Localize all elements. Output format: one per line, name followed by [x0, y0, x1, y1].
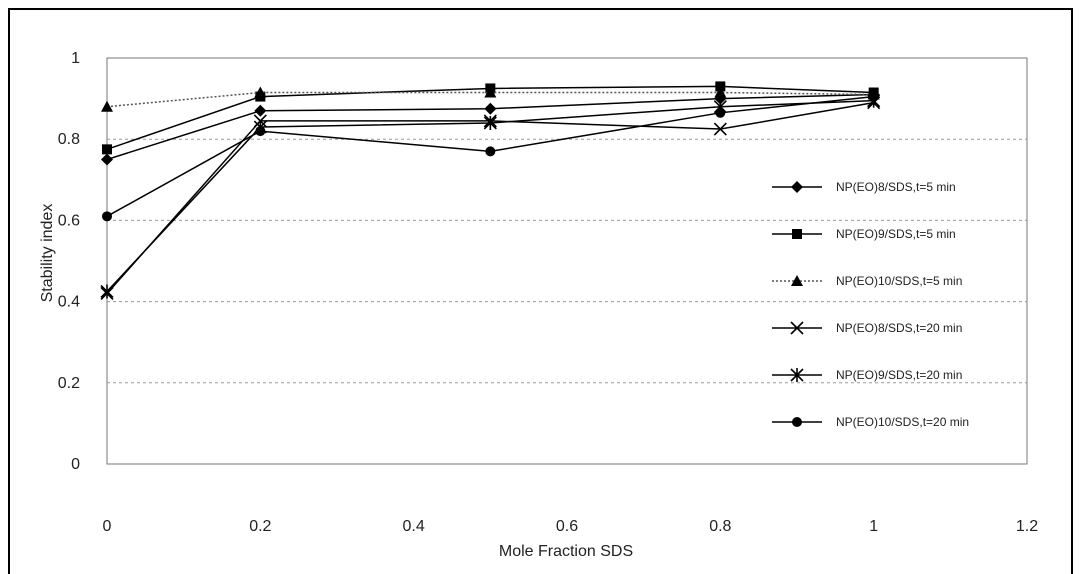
data-point-diamond: [101, 153, 113, 166]
series-line: [106, 91, 874, 108]
x-tick-label: 0.2: [249, 518, 271, 535]
data-point-square: [715, 81, 726, 92]
x-tick-label: 0.6: [556, 518, 578, 535]
data-point-triangle: [254, 86, 267, 98]
legend-item: NP(EO)8/SDS,t=20 min: [772, 321, 962, 335]
legend-marker-x: [790, 321, 804, 335]
legend-item: NP(EO)9/SDS,t=5 min: [772, 227, 956, 241]
outer-frame: [8, 8, 1073, 574]
data-point-star: [483, 115, 497, 130]
series-6: [102, 91, 879, 222]
data-point-diamond: [254, 104, 267, 117]
y-tick-label: 1: [71, 50, 80, 67]
data-point-square: [102, 144, 112, 155]
data-point-circle: [485, 146, 496, 157]
legend-marker-star: [790, 368, 804, 382]
y-tick-label: 0: [71, 456, 80, 473]
legend-label: NP(EO)8/SDS,t=20 min: [836, 321, 962, 335]
series-line: [106, 101, 874, 294]
x-tick-label: 0: [103, 518, 112, 535]
legend-item: NP(EO)10/SDS,t=20 min: [772, 415, 969, 429]
legend-marker-circle: [792, 417, 802, 427]
data-point-circle: [715, 107, 726, 118]
legend-marker-diamond: [791, 181, 803, 193]
tick-labels: 0 0.2 0.4 0.6 0.8 1 0 0.2 0.4 0.6 0.8 1 1.2: [58, 50, 1038, 535]
legend-label: NP(EO)10/SDS,t=20 min: [836, 415, 969, 429]
data-point-circle: [255, 126, 266, 137]
y-tick-label: 0.4: [58, 294, 80, 311]
data-point-x: [713, 122, 727, 136]
data-point-triangle: [484, 86, 497, 98]
data-point-circle: [868, 91, 879, 102]
series-group: [100, 81, 881, 301]
legend-item: NP(EO)9/SDS,t=20 min: [772, 368, 962, 382]
legend-label: NP(EO)9/SDS,t=5 min: [836, 227, 956, 241]
x-axis-title: Mole Fraction SDS: [499, 543, 633, 560]
data-point-triangle: [714, 86, 727, 98]
legend-label: NP(EO)8/SDS,t=5 min: [836, 180, 956, 194]
y-tick-label: 0.2: [58, 375, 80, 392]
x-tick-label: 0.4: [403, 518, 425, 535]
data-point-circle: [102, 211, 112, 222]
legend-marker-square: [792, 229, 802, 239]
legend-item: NP(EO)10/SDS,t=5 min: [772, 274, 962, 288]
y-tick-label: 0.6: [58, 212, 80, 229]
legend-label: NP(EO)9/SDS,t=20 min: [836, 368, 962, 382]
plot-area: [106, 57, 1028, 465]
x-tick-label: 1.2: [1016, 518, 1038, 535]
x-tick-label: 1: [869, 518, 878, 535]
grid-lines: [107, 138, 1027, 384]
legend-marker-triangle: [791, 275, 803, 286]
data-point-diamond: [484, 102, 497, 115]
y-axis-title: Stability index: [39, 204, 56, 303]
data-point-star: [100, 284, 114, 299]
y-tick-label: 0.8: [58, 131, 80, 148]
legend-label: NP(EO)10/SDS,t=5 min: [836, 274, 962, 288]
legend-item: NP(EO)8/SDS,t=5 min: [772, 180, 956, 194]
data-point-triangle: [101, 100, 113, 112]
x-tick-label: 0.8: [709, 518, 731, 535]
legend: NP(EO)8/SDS,t=5 min NP(EO)9/SDS,t=5 min NP…: [772, 180, 969, 429]
